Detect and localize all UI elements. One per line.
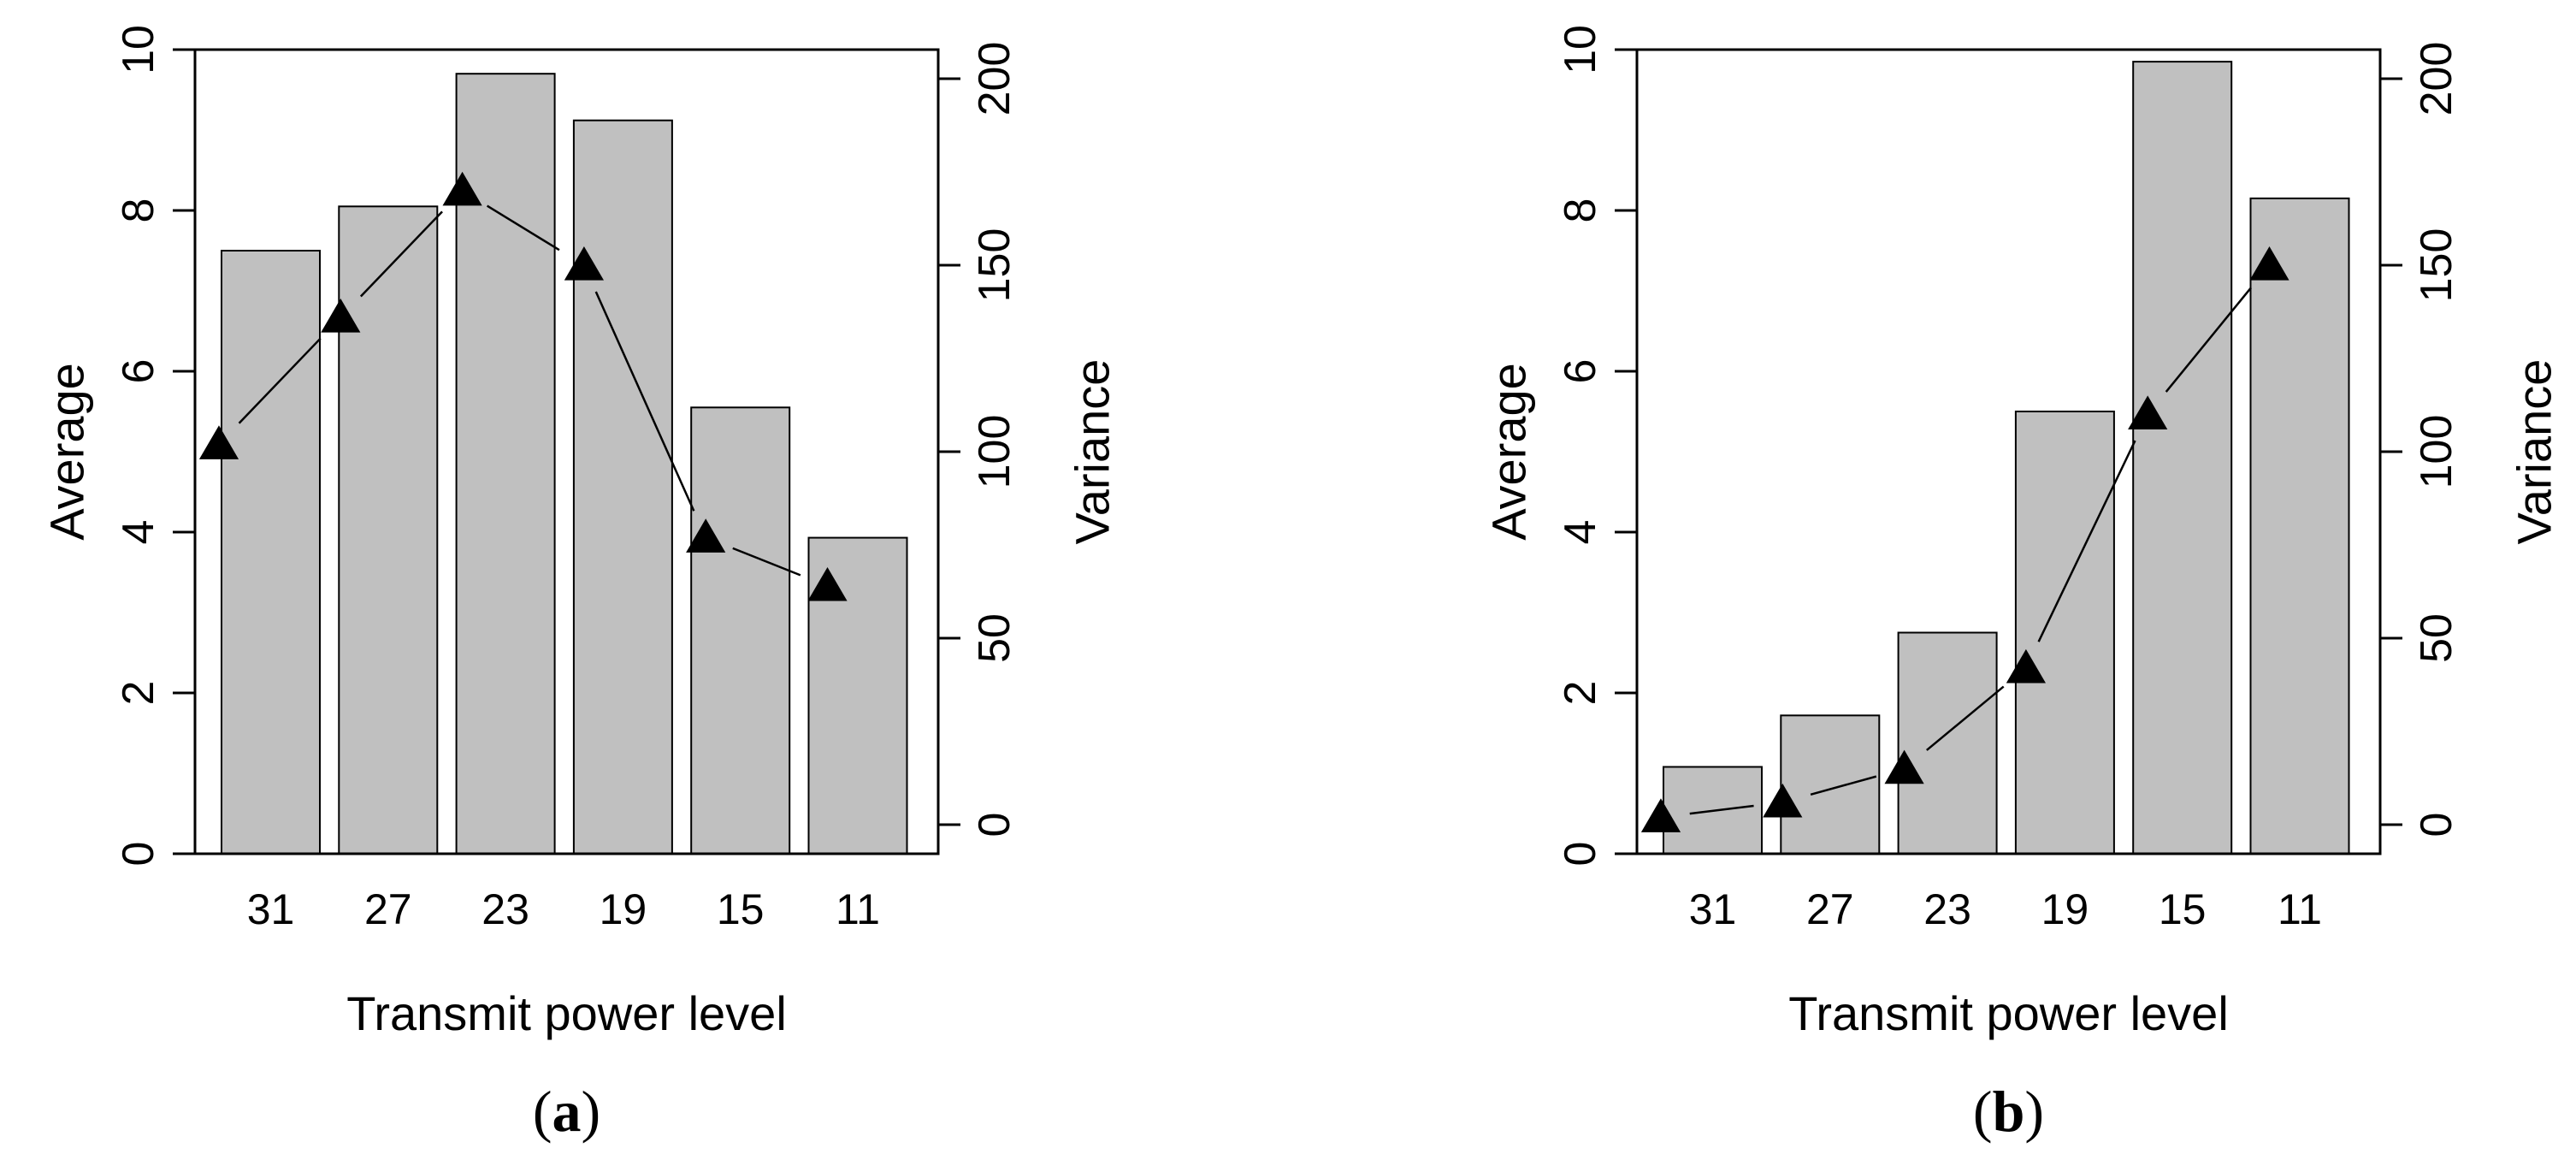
y-tick-label-left: 10 <box>1556 25 1605 74</box>
y-axis-title-left: Average <box>40 363 94 541</box>
variance-line-segment <box>1689 804 1754 815</box>
bar <box>1897 631 1998 855</box>
variance-point <box>564 246 604 281</box>
variance-point <box>807 566 848 601</box>
y-tick-label-right: 150 <box>2412 228 2461 303</box>
bar <box>2014 411 2115 855</box>
x-tick-label: 19 <box>600 885 647 933</box>
x-tick-label: 19 <box>2041 885 2089 933</box>
y-tick-label-right: 200 <box>970 42 1019 116</box>
y-tick-label-left: 6 <box>1556 359 1605 384</box>
x-tick-label: 27 <box>1806 885 1854 933</box>
panel-label-close: ) <box>2024 1079 2044 1144</box>
y-axis-title-right: Variance <box>1066 359 1120 545</box>
variance-line-segment <box>594 291 695 512</box>
x-axis-title: Transmit power level <box>346 986 787 1040</box>
y-tick-label-left: 0 <box>114 842 163 867</box>
variance-point <box>1763 783 1803 818</box>
x-tick-label: 11 <box>836 885 880 933</box>
bar <box>221 250 321 855</box>
panel-label-letter: b <box>1993 1079 2025 1144</box>
x-axis-title: Transmit power level <box>1788 986 2229 1040</box>
y-tick-label-left: 2 <box>114 681 163 706</box>
variance-line-segment <box>359 210 443 298</box>
y-tick-label-left: 4 <box>114 520 163 545</box>
variance-point <box>198 425 239 459</box>
x-tick-label: 23 <box>482 885 529 933</box>
variance-point <box>2006 648 2046 684</box>
y-tick-label-right: 100 <box>970 415 1019 489</box>
y-tick-label-left: 8 <box>114 198 163 223</box>
variance-line-segment <box>2165 287 2252 393</box>
y-tick-label-right: 0 <box>970 813 1019 837</box>
x-tick-label: 23 <box>1923 885 1971 933</box>
y-tick-label-right: 50 <box>970 613 1019 663</box>
x-tick-label: 31 <box>247 885 295 933</box>
y-tick-label-left: 8 <box>1556 198 1605 223</box>
bar <box>1780 714 1881 855</box>
x-tick-label: 31 <box>1689 885 1737 933</box>
y-tick-label-left: 6 <box>114 359 163 384</box>
bar <box>2132 61 2233 855</box>
variance-point <box>1640 798 1681 832</box>
variance-point <box>1884 749 1924 784</box>
variance-point <box>686 518 726 553</box>
panel-label-close: ) <box>582 1079 601 1144</box>
variance-point <box>442 171 482 206</box>
variance-point <box>2128 395 2168 429</box>
y-tick-label-right: 100 <box>2412 415 2461 489</box>
variance-line-segment <box>1926 685 2005 751</box>
x-tick-label: 15 <box>2159 885 2207 933</box>
y-tick-label-right: 200 <box>2412 42 2461 116</box>
variance-line-segment <box>486 204 560 252</box>
x-tick-label: 11 <box>2278 885 2322 933</box>
y-tick-label-left: 4 <box>1556 520 1605 545</box>
y-tick-label-right: 150 <box>970 228 1019 303</box>
y-tick-label-left: 10 <box>114 25 163 74</box>
y-axis-title-right: Variance <box>2508 359 2561 545</box>
panel-label-open: ( <box>1973 1079 1993 1144</box>
variance-point <box>2249 246 2289 281</box>
y-tick-label-right: 0 <box>2412 813 2461 837</box>
y-tick-label-left: 0 <box>1556 842 1605 867</box>
y-axis-title-left: Average <box>1482 363 1536 541</box>
bar <box>2249 197 2350 855</box>
variance-line-segment <box>732 547 801 577</box>
bar <box>338 205 439 855</box>
x-tick-label: 27 <box>364 885 412 933</box>
bar <box>690 406 791 855</box>
y-tick-label-left: 2 <box>1556 681 1605 706</box>
variance-line-segment <box>238 337 322 424</box>
variance-line-segment <box>2037 440 2136 642</box>
variance-point <box>321 299 361 333</box>
y-tick-label-right: 50 <box>2412 613 2461 663</box>
panel-label: (b) <box>1973 1079 2044 1144</box>
panel-label-letter: a <box>552 1079 582 1144</box>
panel-label-open: ( <box>533 1079 552 1144</box>
panel-label: (a) <box>533 1079 600 1144</box>
x-tick-label: 15 <box>717 885 765 933</box>
bar <box>572 119 673 855</box>
variance-line-segment <box>1810 775 1877 796</box>
